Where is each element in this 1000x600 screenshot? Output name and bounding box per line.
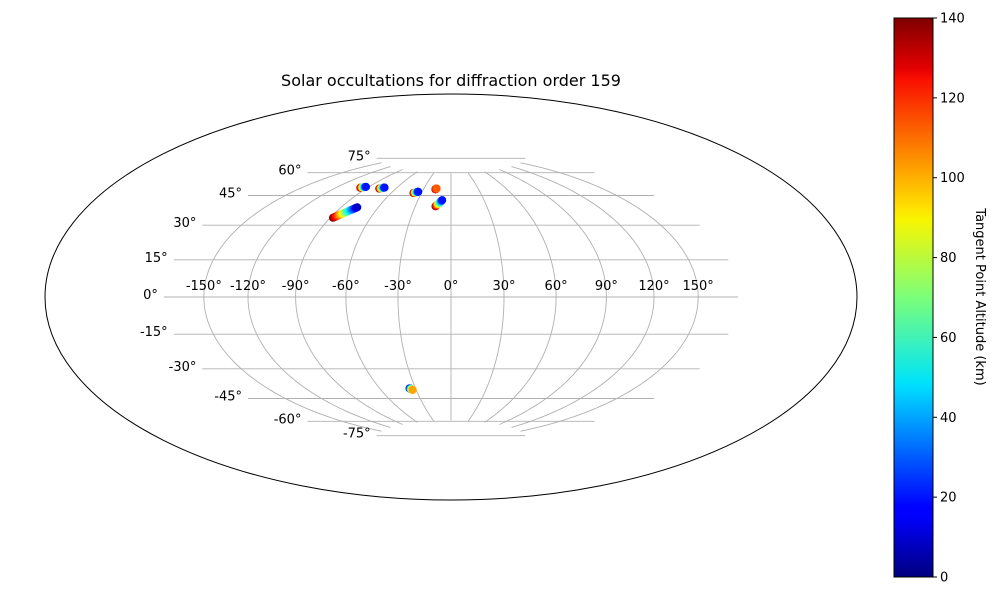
- lon-tick-label: 60°: [545, 279, 568, 294]
- colorbar-tick-label: 80: [940, 251, 957, 266]
- longitude-tick-labels: -150° -120° -90° -60° -30° 0° 30° 60° 90° 120° 150…: [186, 279, 714, 294]
- lat-tick-label: -60°: [274, 412, 302, 427]
- track-point: [438, 196, 447, 205]
- lat-tick-label: 75°: [348, 149, 371, 164]
- colorbar-label: Tangent Point Altitude (km): [972, 207, 987, 385]
- lon-tick-label: -150°: [186, 279, 222, 294]
- latitude-tick-labels: 75° 60° 45° 30° 15° 0° -15° -30° -45° -60° -75°: [140, 149, 371, 441]
- lat-tick-label: -15°: [140, 325, 168, 340]
- colorbar-tick-label: 60: [940, 331, 957, 346]
- track-point: [414, 187, 423, 196]
- lat-tick-label: -75°: [343, 427, 371, 442]
- lon-tick-label: -120°: [230, 279, 266, 294]
- colorbar-tick-label: 140: [940, 12, 965, 27]
- lon-tick-label: -30°: [384, 279, 412, 294]
- occultation-tracks: [328, 182, 447, 394]
- lat-tick-label: -45°: [214, 390, 242, 405]
- colorbar-tick-label: 100: [940, 171, 965, 186]
- track-point: [432, 184, 441, 193]
- map-grid: [163, 157, 739, 437]
- colorbar-ticks: 0 20 40 60 80 100 120 140: [933, 12, 965, 586]
- lon-tick-label: 0°: [444, 279, 459, 294]
- lat-tick-label: 0°: [143, 288, 158, 303]
- lon-tick-label: -90°: [282, 279, 310, 294]
- colorbar-tick-label: 40: [940, 411, 957, 426]
- lon-tick-label: 150°: [682, 279, 713, 294]
- lat-tick-label: 45°: [219, 187, 242, 202]
- colorbar-tick-label: 20: [940, 491, 957, 506]
- lon-tick-label: 30°: [492, 279, 515, 294]
- lat-tick-label: 60°: [278, 164, 301, 179]
- track-point: [362, 182, 371, 191]
- lon-tick-label: 120°: [638, 279, 669, 294]
- lat-tick-label: 30°: [173, 216, 196, 231]
- track-point: [408, 385, 417, 394]
- colorbar-tick-label: 120: [940, 91, 965, 106]
- lon-tick-label: -60°: [332, 279, 360, 294]
- track-point: [353, 203, 362, 212]
- colorbar: [893, 17, 934, 578]
- track-point: [380, 183, 389, 192]
- chart-title: Solar occultations for diffraction order…: [281, 71, 621, 90]
- lon-tick-label: 90°: [595, 279, 618, 294]
- map-boundary: [44, 93, 858, 501]
- lat-tick-label: 15°: [145, 251, 168, 266]
- colorbar-tick-label: 0: [940, 571, 948, 586]
- lat-tick-label: -30°: [169, 360, 197, 375]
